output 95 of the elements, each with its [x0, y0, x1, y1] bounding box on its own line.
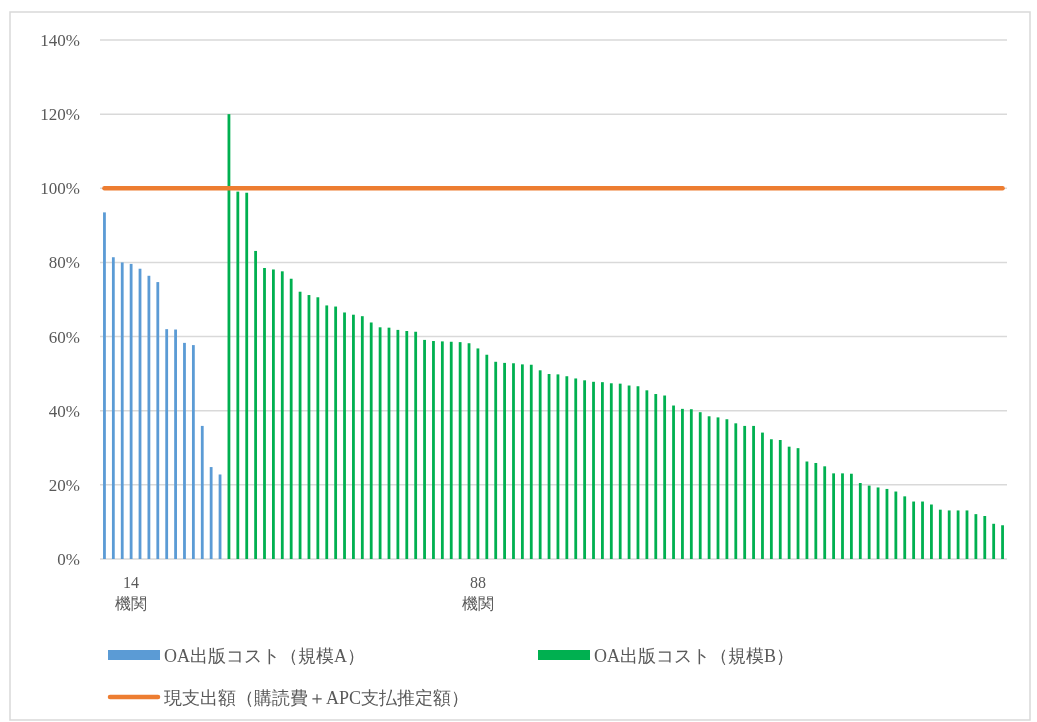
bar — [538, 370, 542, 559]
bar — [423, 339, 426, 559]
bar — [787, 446, 791, 559]
bar — [156, 282, 160, 559]
bar — [529, 364, 533, 559]
legend-label: OA出版コスト（規模A） — [164, 646, 365, 666]
bar — [494, 361, 498, 559]
bar — [574, 378, 578, 559]
bar — [183, 342, 186, 559]
bar — [449, 341, 453, 559]
bar — [254, 250, 258, 559]
bar — [396, 329, 400, 559]
bar — [930, 504, 933, 559]
y-tick-label: 60% — [48, 327, 80, 347]
legend-label: 現支出額（購読費＋APC支払推定額） — [164, 688, 470, 708]
bar — [236, 191, 240, 559]
bar — [165, 329, 169, 559]
bar — [272, 269, 275, 559]
x-tick-label: 88 機関 — [461, 574, 494, 612]
bar — [378, 327, 382, 559]
bar — [200, 425, 204, 559]
bar — [245, 192, 249, 559]
bar — [769, 439, 773, 559]
bar — [974, 514, 978, 559]
bar — [174, 329, 177, 559]
bar — [1001, 525, 1004, 559]
bar — [698, 412, 702, 559]
bar — [352, 314, 355, 559]
bar — [369, 322, 373, 559]
bar — [289, 278, 293, 559]
bar — [894, 491, 898, 559]
bar — [867, 485, 871, 559]
bar — [609, 383, 613, 559]
bar — [485, 354, 489, 559]
bar — [414, 331, 418, 559]
y-tick-label: 100% — [40, 179, 80, 199]
bar — [325, 305, 329, 559]
bar — [814, 462, 818, 559]
bar — [689, 409, 693, 559]
bar — [858, 483, 862, 559]
bar — [849, 473, 853, 559]
bar — [601, 382, 604, 559]
bar — [832, 473, 835, 559]
bar — [405, 331, 409, 559]
bar — [360, 316, 364, 559]
y-tick-label: 20% — [48, 475, 80, 495]
y-tick-label: 80% — [48, 253, 80, 273]
bar — [520, 364, 524, 559]
bar — [432, 341, 435, 559]
bar — [129, 263, 133, 559]
bar — [618, 383, 622, 559]
bar — [120, 262, 124, 559]
y-tick-label: 40% — [48, 401, 80, 421]
bar — [334, 306, 338, 559]
bar — [645, 390, 649, 559]
bar — [343, 312, 346, 559]
bar — [752, 425, 755, 559]
bar — [503, 362, 506, 559]
bar — [111, 257, 115, 559]
y-tick-label: 140% — [40, 31, 80, 50]
bar — [440, 341, 444, 559]
bar — [316, 297, 320, 559]
bar — [103, 212, 106, 559]
bar — [512, 363, 515, 559]
bar — [947, 510, 951, 559]
bar — [681, 408, 684, 559]
x-tick-label: 14 機関 — [115, 574, 148, 612]
y-tick-label: 0% — [57, 550, 80, 569]
bar — [654, 394, 658, 559]
bar — [672, 405, 675, 559]
bar — [743, 425, 747, 559]
bar — [734, 423, 738, 559]
bar — [992, 523, 996, 559]
bar — [903, 496, 907, 559]
bar — [841, 473, 844, 559]
bar — [983, 516, 987, 559]
y-tick-label: 120% — [40, 105, 80, 125]
bar — [938, 509, 942, 559]
bar — [263, 267, 266, 559]
bar — [921, 501, 924, 559]
legend-label: OA出版コスト（規模B） — [594, 646, 795, 666]
bar — [280, 271, 284, 559]
bar — [458, 342, 462, 559]
bar — [663, 395, 667, 559]
bar — [761, 432, 764, 559]
bar — [725, 419, 729, 559]
bar — [209, 467, 213, 559]
bar — [823, 466, 827, 559]
bar — [707, 416, 711, 559]
bar — [583, 380, 587, 559]
bar — [565, 376, 569, 559]
bar — [778, 440, 782, 559]
bar — [592, 381, 595, 559]
bar — [191, 345, 195, 559]
bar — [912, 501, 916, 559]
